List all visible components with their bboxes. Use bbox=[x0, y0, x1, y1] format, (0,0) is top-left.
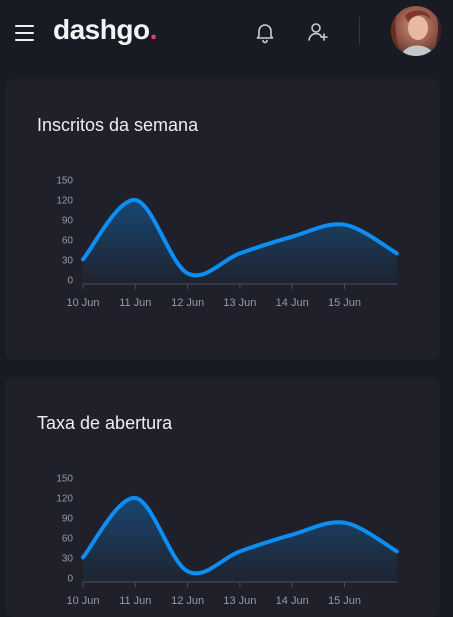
user-plus-icon[interactable] bbox=[307, 20, 329, 44]
card-inscritos: Inscritos da semana 0 30 60 90 120 150 10 Jun 1… bbox=[5, 79, 440, 360]
menu-icon[interactable] bbox=[15, 24, 35, 42]
x-tick-label: 10 Jun bbox=[66, 595, 99, 607]
bell-icon[interactable] bbox=[254, 20, 276, 44]
card-title: Taxa de abertura bbox=[37, 413, 173, 433]
y-tick-label: 30 bbox=[62, 256, 74, 267]
x-tick-label: 11 Jun bbox=[119, 297, 151, 309]
y-tick-label: 90 bbox=[62, 514, 74, 525]
x-tick-label: 15 Jun bbox=[328, 297, 361, 309]
logo[interactable]: dashgo. bbox=[53, 14, 157, 46]
avatar[interactable] bbox=[391, 6, 441, 56]
chart-inscritos: 0 30 60 90 120 150 10 Jun 11 Jun 12 Jun 13 Jun 14 … bbox=[56, 176, 399, 309]
chart-taxa-abertura: 0 30 60 90 120 150 10 Jun 11 Jun 12 Jun 13 Jun 14 … bbox=[56, 474, 399, 607]
x-tick-label: 14 Jun bbox=[276, 595, 309, 607]
header: dashgo. bbox=[0, 0, 453, 66]
y-tick-label: 60 bbox=[62, 534, 74, 545]
series-area bbox=[83, 199, 397, 284]
series-line bbox=[81, 198, 399, 278]
y-tick-label: 60 bbox=[62, 236, 74, 247]
x-tick-label: 10 Jun bbox=[66, 297, 99, 309]
x-tick-label: 12 Jun bbox=[171, 595, 204, 607]
y-tick-label: 150 bbox=[56, 176, 73, 187]
y-tick-label: 120 bbox=[56, 196, 73, 207]
x-tick-label: 12 Jun bbox=[171, 297, 204, 309]
y-tick-label: 0 bbox=[67, 276, 73, 287]
y-tick-label: 90 bbox=[62, 216, 74, 227]
series-line bbox=[81, 496, 399, 576]
x-tick-label: 13 Jun bbox=[223, 595, 256, 607]
y-tick-label: 0 bbox=[67, 574, 73, 585]
x-tick-label: 11 Jun bbox=[119, 595, 151, 607]
series-area bbox=[83, 497, 397, 582]
header-divider bbox=[359, 17, 360, 45]
x-tick-label: 14 Jun bbox=[276, 297, 309, 309]
logo-dot: . bbox=[149, 14, 158, 45]
y-tick-label: 30 bbox=[62, 554, 74, 565]
card-title: Inscritos da semana bbox=[37, 115, 199, 135]
x-tick-label: 15 Jun bbox=[328, 595, 361, 607]
logo-text: dashgo bbox=[53, 14, 150, 45]
y-tick-label: 120 bbox=[56, 494, 73, 505]
card-taxa-abertura: Taxa de abertura 0 30 60 90 120 150 10 Jun 11 J… bbox=[5, 377, 440, 617]
x-tick-label: 13 Jun bbox=[223, 297, 256, 309]
y-tick-label: 150 bbox=[56, 474, 73, 485]
